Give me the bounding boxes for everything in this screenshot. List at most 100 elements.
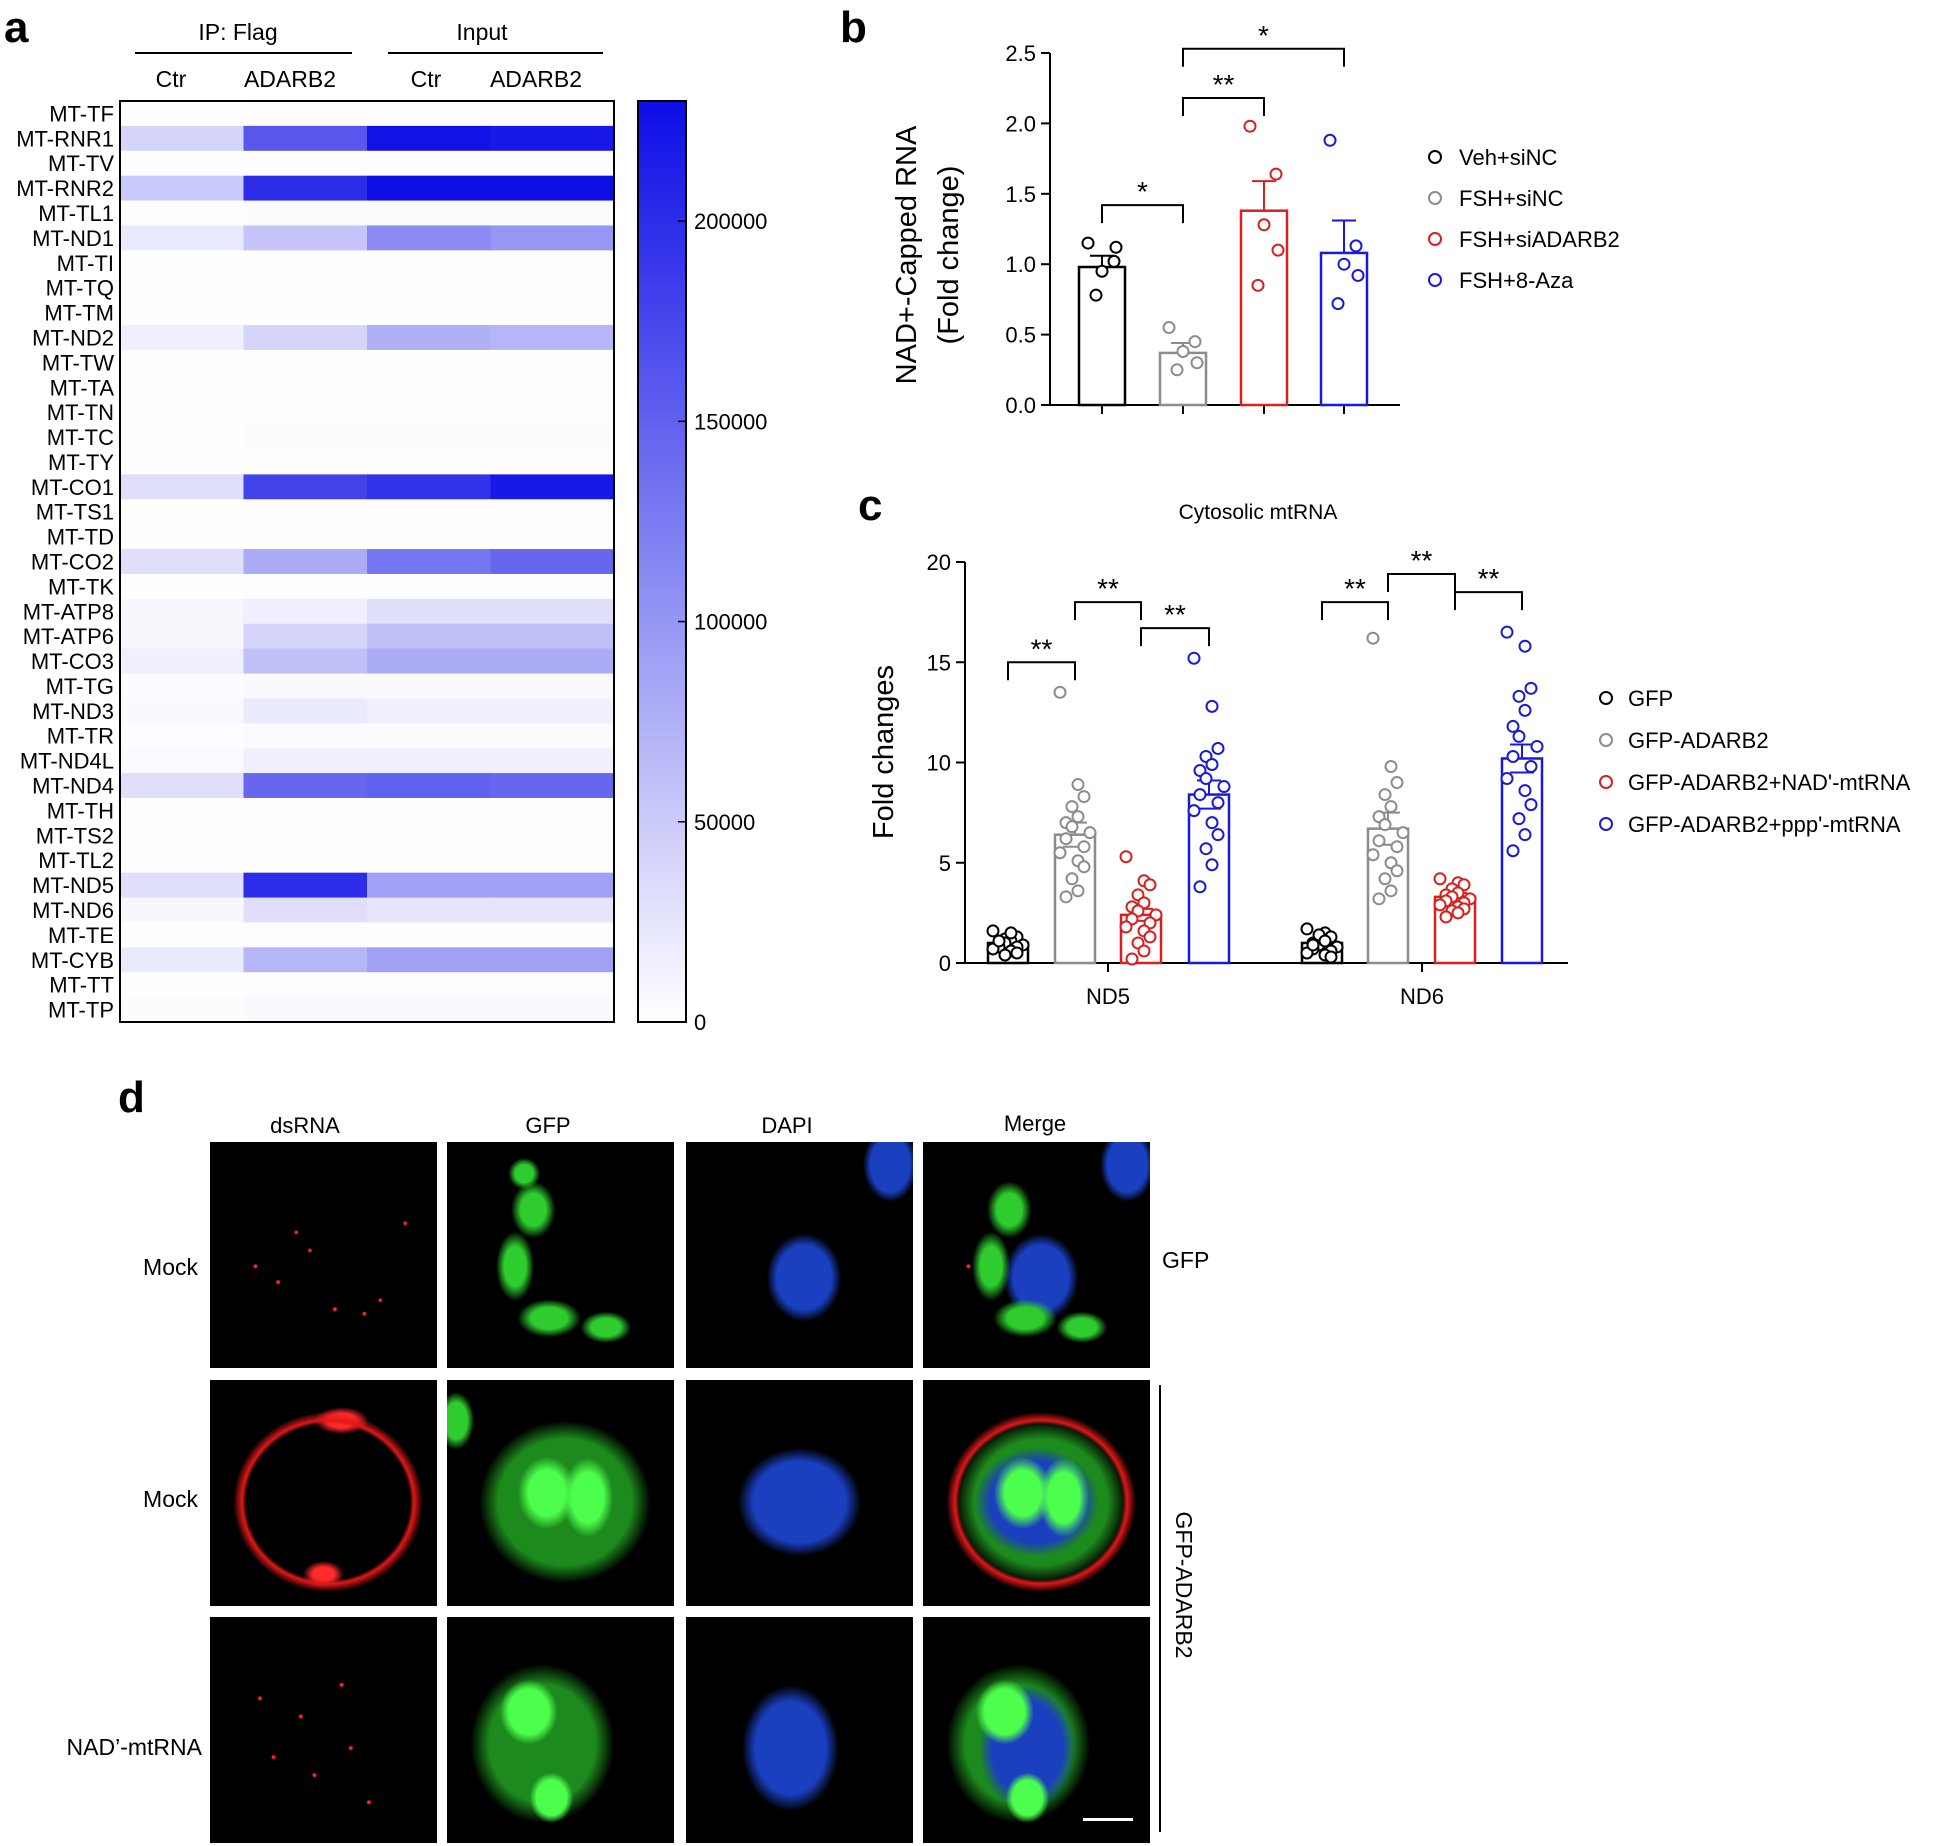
heatmap-cell	[120, 175, 244, 202]
heatmap-row-label: MT-TA	[50, 375, 115, 400]
data-point	[1530, 739, 1544, 753]
heatmap-cell	[120, 399, 244, 426]
data-point	[1125, 952, 1139, 966]
data-point	[1518, 703, 1532, 717]
data-point	[1351, 268, 1365, 282]
heatmap-cell	[367, 374, 491, 401]
significance-label: **	[1411, 545, 1433, 576]
heatmap-cell	[120, 872, 244, 899]
micrograph-column-label: dsRNA	[270, 1113, 340, 1138]
heatmap-cell	[243, 648, 368, 675]
data-point	[1065, 800, 1079, 814]
legend-label: GFP-ADARB2+ppp'-mtRNA	[1628, 812, 1901, 837]
data-point	[1053, 846, 1067, 860]
heatmap-cell	[120, 897, 244, 923]
heatmap-row-label: MT-TL2	[38, 848, 114, 873]
micrograph-mock-gfp-gfp	[447, 1142, 674, 1368]
data-point	[1071, 810, 1085, 824]
data-point	[1524, 760, 1538, 774]
heatmap-cell	[490, 150, 615, 177]
heatmap-cell	[490, 424, 615, 450]
heatmap-cell	[367, 325, 491, 351]
legend-marker	[1428, 191, 1442, 205]
significance-label: *	[1137, 176, 1148, 207]
heatmap-cell	[120, 797, 244, 824]
y-tick-label: 5	[939, 851, 951, 876]
significance-label: **	[1031, 633, 1053, 664]
bar	[1239, 209, 1289, 407]
heatmap-cell	[120, 947, 244, 973]
heatmap-cell	[490, 300, 615, 326]
heatmap-cell	[243, 250, 368, 276]
data-point	[1384, 884, 1398, 898]
heatmap-cell	[120, 225, 244, 251]
heatmap-cells	[120, 101, 615, 1023]
heatmap-group-label-input: Input	[456, 19, 508, 45]
heatmap-cell	[490, 250, 615, 276]
data-point	[1176, 344, 1190, 358]
heatmap-row-label: MT-TR	[47, 724, 114, 749]
heatmap-cell	[243, 225, 368, 251]
data-point	[1071, 884, 1085, 898]
heatmap-cell	[243, 449, 368, 475]
heatmap-cell	[367, 872, 491, 899]
data-point	[1518, 639, 1532, 653]
data-point	[1439, 910, 1453, 924]
data-point	[1077, 840, 1091, 854]
heatmap-cell	[367, 349, 491, 376]
data-point	[1512, 689, 1526, 703]
heatmap-cell	[243, 797, 368, 824]
heatmap-cell	[490, 325, 615, 351]
legend-label: GFP-ADARB2	[1628, 728, 1769, 753]
data-point	[1205, 758, 1219, 772]
heatmap-cell	[367, 748, 491, 774]
y-tick-label: 10	[927, 751, 951, 776]
heatmap-row-label: MT-TT	[49, 973, 114, 998]
micrograph-column-label: GFP	[525, 1113, 570, 1138]
heatmap-cell	[367, 175, 491, 202]
data-point	[1243, 119, 1257, 133]
heatmap-cell	[120, 822, 244, 849]
heatmap-cell	[243, 300, 368, 326]
heatmap-cell	[367, 897, 491, 923]
heatmap-cell	[490, 673, 615, 699]
data-point	[1390, 864, 1404, 878]
micrograph-mock-adarb2-merge	[923, 1380, 1150, 1606]
heatmap-cell	[367, 524, 491, 550]
data-point	[1506, 749, 1520, 763]
heatmap-cell	[243, 997, 368, 1023]
significance-bracket	[1074, 601, 1142, 621]
bar	[1077, 265, 1127, 407]
y-tick-label: 0	[939, 951, 951, 976]
heatmap-row-label: MT-ND4	[32, 774, 114, 799]
bar-chart-c: Cytosolic mtRNA 0 5 10 15 20 ND5 ND6 ** ** ** ** *…	[868, 501, 1911, 1009]
color-scale-tick-label: 150000	[694, 409, 767, 434]
data-point	[1188, 335, 1202, 349]
heatmap-row-label: MT-TD	[47, 525, 114, 550]
heatmap-cell	[243, 598, 368, 625]
significance-bracket	[1140, 627, 1210, 647]
heatmap-cell	[243, 872, 368, 899]
heatmap-cell	[490, 225, 615, 251]
data-point	[1372, 892, 1386, 906]
heatmap-cell	[243, 549, 368, 575]
heatmap-cell	[120, 449, 244, 475]
heatmap-row-label: MT-ND5	[32, 873, 114, 898]
data-point	[1089, 288, 1103, 302]
heatmap-cell	[490, 399, 615, 426]
heatmap-row-label: MT-TL1	[38, 201, 114, 226]
heatmap-cell	[490, 200, 615, 226]
micrograph-mock-gfp-dapi	[686, 1142, 913, 1368]
y-tick-label: 0.0	[1005, 393, 1036, 418]
heatmap-cell	[490, 773, 615, 799]
heatmap-cell	[120, 499, 244, 525]
heatmap-cell	[120, 648, 244, 675]
heatmap-cell	[120, 300, 244, 326]
heatmap-cell	[490, 822, 615, 849]
data-point	[1306, 938, 1320, 952]
data-point	[1143, 930, 1157, 944]
heatmap-row-label: MT-ND2	[32, 325, 114, 350]
heatmap-row-label: MT-TP	[48, 998, 114, 1023]
data-point	[1257, 218, 1271, 232]
heatmap-row-label: MT-ND6	[32, 898, 114, 923]
